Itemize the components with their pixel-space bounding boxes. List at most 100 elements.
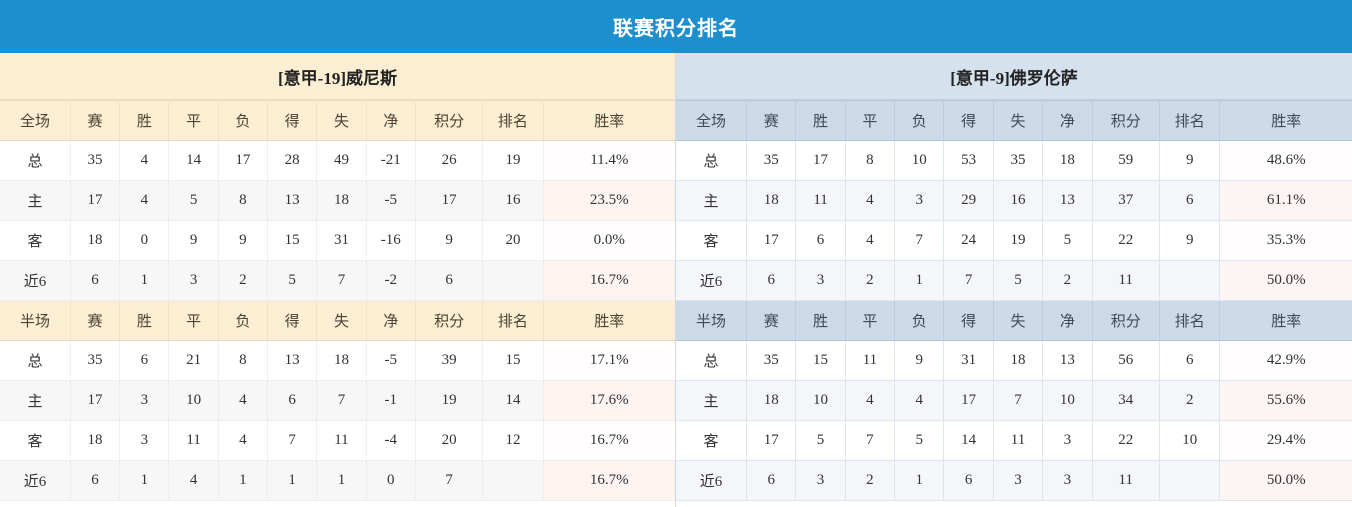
cell-goals-for: 17 — [943, 380, 994, 421]
cell-rank: 2 — [1159, 380, 1221, 421]
cell-goal-diff: 18 — [1042, 140, 1093, 181]
cell-win-rate: 17.1% — [543, 340, 675, 381]
cell-goals-against: 11 — [316, 420, 367, 461]
cell-loss: 9 — [894, 340, 945, 381]
col-header-rank: 排名 — [1159, 100, 1221, 141]
col-header-goal-diff: 净 — [1042, 100, 1093, 141]
col-header-goals-against: 失 — [993, 100, 1044, 141]
team-comparison-panels: [意甲-19]威尼斯 全场赛胜平负得失净积分 排名 胜率总 35 4 14 17 28 49 -2… — [0, 53, 1352, 507]
col-header-points: 积分 — [1092, 300, 1161, 341]
cell-rank: 20 — [482, 220, 544, 261]
cell-points: 56 — [1092, 340, 1161, 381]
cell-goals-against: 18 — [316, 180, 367, 221]
cell-goals-for: 13 — [267, 340, 318, 381]
table-row: 客 17 5 7 5 14 11 3 22 10 29.4% — [676, 420, 1352, 461]
cell-goals-against: 11 — [993, 420, 1044, 461]
table-row: 客 17 6 4 7 24 19 5 22 9 35.3% — [676, 220, 1352, 261]
cell-rank: 9 — [1159, 140, 1221, 181]
section-header-fullgame: 全场赛胜平负得失净积分 排名 胜率 — [676, 100, 1352, 141]
cell-draw: 11 — [168, 420, 219, 461]
cell-draw: 4 — [168, 460, 219, 501]
col-header-goals-against: 失 — [316, 100, 367, 141]
col-header-rank: 排名 — [482, 100, 544, 141]
cell-loss: 17 — [218, 140, 269, 181]
cell-loss: 9 — [218, 220, 269, 261]
cell-points: 17 — [415, 180, 484, 221]
cell-win-rate: 50.0% — [1219, 260, 1352, 301]
col-header-win-rate: 胜率 — [543, 300, 675, 341]
col-header-points: 积分 — [1092, 100, 1161, 141]
stats-body-0: 全场赛胜平负得失净积分 排名 胜率总 35 4 14 17 28 49 -21 26 19 11.4% 主… — [0, 100, 675, 501]
cell-win-rate: 42.9% — [1219, 340, 1352, 381]
col-header-win: 胜 — [795, 300, 846, 341]
col-header-draw: 平 — [168, 300, 219, 341]
cell-draw: 21 — [168, 340, 219, 381]
page-title-bar: 联赛积分排名 — [0, 0, 1352, 53]
cell-goals-for: 53 — [943, 140, 994, 181]
cell-loss: 4 — [218, 380, 269, 421]
cell-goals-against: 31 — [316, 220, 367, 261]
cell-points: 22 — [1092, 220, 1161, 261]
table-row: 主 18 10 4 4 17 7 10 34 2 55.6% — [676, 380, 1352, 421]
cell-goals-for: 6 — [267, 380, 318, 421]
cell-win: 1 — [119, 260, 170, 301]
cell-goal-diff: 2 — [1042, 260, 1093, 301]
cell-win: 3 — [795, 260, 846, 301]
cell-goal-diff: -16 — [366, 220, 416, 261]
col-header-win-rate: 胜率 — [1219, 100, 1352, 141]
cell-points: 9 — [415, 220, 484, 261]
cell-points: 59 — [1092, 140, 1161, 181]
cell-rank — [1159, 260, 1221, 301]
col-header-points: 积分 — [415, 300, 484, 341]
row-label: 客 — [676, 220, 748, 261]
cell-win-rate: 23.5% — [543, 180, 675, 221]
cell-goals-against: 18 — [316, 340, 367, 381]
cell-goals-for: 29 — [943, 180, 994, 221]
cell-goal-diff: 10 — [1042, 380, 1093, 421]
cell-goals-against: 7 — [316, 260, 367, 301]
row-label: 总 — [676, 340, 748, 381]
cell-played: 18 — [70, 220, 121, 261]
cell-goals-against: 35 — [993, 140, 1044, 181]
cell-goal-diff: -21 — [366, 140, 416, 181]
cell-goals-for: 1 — [267, 460, 318, 501]
row-label: 总 — [676, 140, 748, 181]
cell-played: 17 — [746, 220, 797, 261]
col-header-goals-for: 得 — [267, 100, 318, 141]
team-name-header: [意甲-19]威尼斯 — [0, 53, 675, 100]
cell-played: 18 — [746, 380, 797, 421]
cell-points: 22 — [1092, 420, 1161, 461]
col-header-played: 赛 — [70, 100, 121, 141]
cell-goals-against: 5 — [993, 260, 1044, 301]
cell-points: 20 — [415, 420, 484, 461]
cell-goal-diff: 3 — [1042, 460, 1093, 501]
row-label: 近6 — [0, 460, 71, 501]
cell-goals-against: 18 — [993, 340, 1044, 381]
cell-rank: 6 — [1159, 180, 1221, 221]
cell-win: 5 — [795, 420, 846, 461]
cell-goals-against: 7 — [316, 380, 367, 421]
cell-loss: 2 — [218, 260, 269, 301]
col-header-period: 全场 — [0, 100, 71, 141]
col-header-goal-diff: 净 — [1042, 300, 1093, 341]
cell-win: 10 — [795, 380, 846, 421]
cell-loss: 1 — [894, 460, 945, 501]
cell-goal-diff: 13 — [1042, 340, 1093, 381]
cell-goals-for: 5 — [267, 260, 318, 301]
cell-points: 11 — [1092, 460, 1161, 501]
cell-loss: 8 — [218, 180, 269, 221]
col-header-goal-diff: 净 — [366, 300, 416, 341]
cell-goals-for: 13 — [267, 180, 318, 221]
cell-win-rate: 29.4% — [1219, 420, 1352, 461]
col-header-goals-against: 失 — [316, 300, 367, 341]
cell-win: 6 — [795, 220, 846, 261]
cell-goals-for: 28 — [267, 140, 318, 181]
cell-win: 11 — [795, 180, 846, 221]
cell-points: 34 — [1092, 380, 1161, 421]
row-label: 客 — [0, 420, 71, 461]
cell-draw: 2 — [845, 460, 896, 501]
cell-win-rate: 16.7% — [543, 420, 675, 461]
cell-played: 17 — [746, 420, 797, 461]
cell-goals-against: 16 — [993, 180, 1044, 221]
